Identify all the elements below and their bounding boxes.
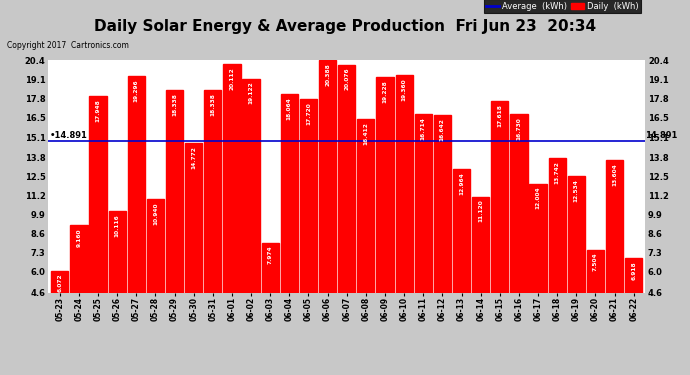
Bar (511, 114, 527, 360)
Text: 19.360: 19.360 (402, 78, 406, 101)
Text: 18.338: 18.338 (172, 93, 177, 116)
Text: 19.296: 19.296 (134, 79, 139, 102)
Text: 12.534: 12.534 (574, 179, 579, 202)
Bar (472, 196, 489, 360)
Text: 6.918: 6.918 (631, 261, 636, 280)
Text: 20.112: 20.112 (230, 67, 235, 90)
Text: 16.730: 16.730 (516, 117, 522, 140)
Bar (185, 143, 202, 360)
Text: 13.604: 13.604 (612, 163, 617, 186)
Text: 19.228: 19.228 (382, 80, 388, 103)
Bar (357, 118, 375, 360)
Text: 7.974: 7.974 (268, 246, 273, 264)
Bar (491, 101, 509, 360)
Text: 20.076: 20.076 (344, 68, 349, 90)
Text: 10.940: 10.940 (153, 202, 158, 225)
Text: 7.504: 7.504 (593, 253, 598, 272)
Text: Copyright 2017  Cartronics.com: Copyright 2017 Cartronics.com (7, 41, 129, 50)
Text: 18.338: 18.338 (210, 93, 215, 116)
Text: 9.160: 9.160 (77, 228, 81, 247)
Bar (415, 114, 432, 360)
Bar (281, 94, 298, 360)
Text: 16.412: 16.412 (364, 122, 368, 144)
Bar (224, 64, 241, 360)
Bar (434, 115, 451, 360)
Bar (453, 170, 470, 360)
Bar (529, 183, 546, 360)
Bar (625, 258, 642, 360)
Text: 17.948: 17.948 (95, 99, 101, 122)
Bar (204, 90, 221, 360)
Bar (128, 76, 145, 360)
Bar (338, 65, 355, 360)
Bar (319, 60, 336, 360)
Text: 12.964: 12.964 (459, 172, 464, 195)
Bar (376, 77, 393, 360)
Bar (586, 250, 604, 360)
Text: 16.642: 16.642 (440, 118, 445, 141)
Bar (568, 176, 585, 360)
Bar (549, 158, 566, 360)
Legend: Average  (kWh), Daily  (kWh): Average (kWh), Daily (kWh) (484, 0, 641, 13)
Bar (262, 243, 279, 360)
Text: 18.064: 18.064 (287, 98, 292, 120)
Text: 19.122: 19.122 (248, 82, 254, 105)
Bar (90, 96, 107, 360)
Text: •14.891: •14.891 (50, 130, 88, 140)
Text: 17.618: 17.618 (497, 104, 502, 127)
Bar (242, 79, 259, 360)
Text: 16.714: 16.714 (421, 117, 426, 140)
Bar (108, 211, 126, 360)
Text: 10.116: 10.116 (115, 214, 119, 237)
Text: 14.891: 14.891 (645, 130, 678, 140)
Text: Daily Solar Energy & Average Production  Fri Jun 23  20:34: Daily Solar Energy & Average Production … (94, 19, 596, 34)
Bar (606, 160, 623, 360)
Text: 12.004: 12.004 (535, 186, 540, 209)
Bar (166, 90, 183, 360)
Text: 11.120: 11.120 (478, 200, 483, 222)
Text: 13.742: 13.742 (555, 161, 560, 184)
Text: 6.072: 6.072 (57, 274, 62, 292)
Bar (300, 99, 317, 360)
Text: 20.388: 20.388 (325, 63, 330, 86)
Bar (395, 75, 413, 360)
Text: 14.772: 14.772 (191, 146, 196, 169)
Bar (51, 271, 68, 360)
Bar (70, 225, 88, 360)
Text: 17.720: 17.720 (306, 102, 311, 125)
Bar (147, 199, 164, 360)
